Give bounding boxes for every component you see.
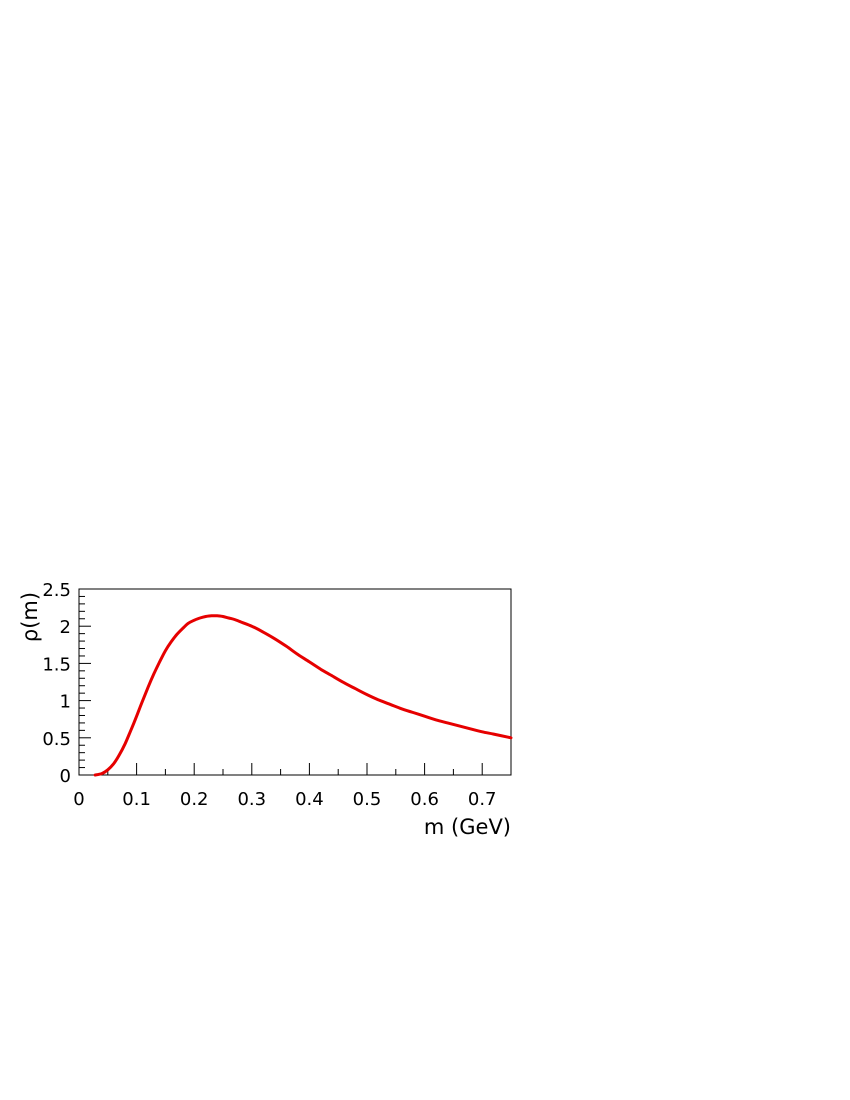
x-tick-labels: 0 0.1 0.2 0.3 0.4 0.5 0.6 0.7 (73, 789, 496, 810)
plot-frame (78, 588, 512, 776)
x-tick-label: 0.7 (468, 789, 497, 810)
y-tick-label: 0.5 (42, 729, 71, 750)
x-tick-label: 0 (73, 789, 84, 810)
x-axis-title: m (GeV) (424, 815, 511, 839)
y-axis-title: ρ(m) (18, 592, 42, 642)
y-tick-labels: 0 0.5 1 1.5 2 2.5 (42, 580, 71, 787)
x-tick-label: 0.6 (410, 789, 439, 810)
x-tick-label: 0.5 (353, 789, 382, 810)
axis-ticks (78, 588, 512, 776)
y-tick-label: 1 (60, 692, 71, 713)
x-tick-label: 0.1 (122, 789, 151, 810)
y-tick-label: 0 (60, 766, 71, 787)
x-tick-label: 0.2 (180, 789, 209, 810)
y-tick-label: 2.5 (42, 580, 71, 601)
y-tick-label: 1.5 (42, 654, 71, 675)
series-line (93, 614, 513, 777)
x-tick-label: 0.3 (237, 789, 266, 810)
y-tick-label: 2 (60, 617, 71, 638)
x-tick-label: 0.4 (295, 789, 324, 810)
